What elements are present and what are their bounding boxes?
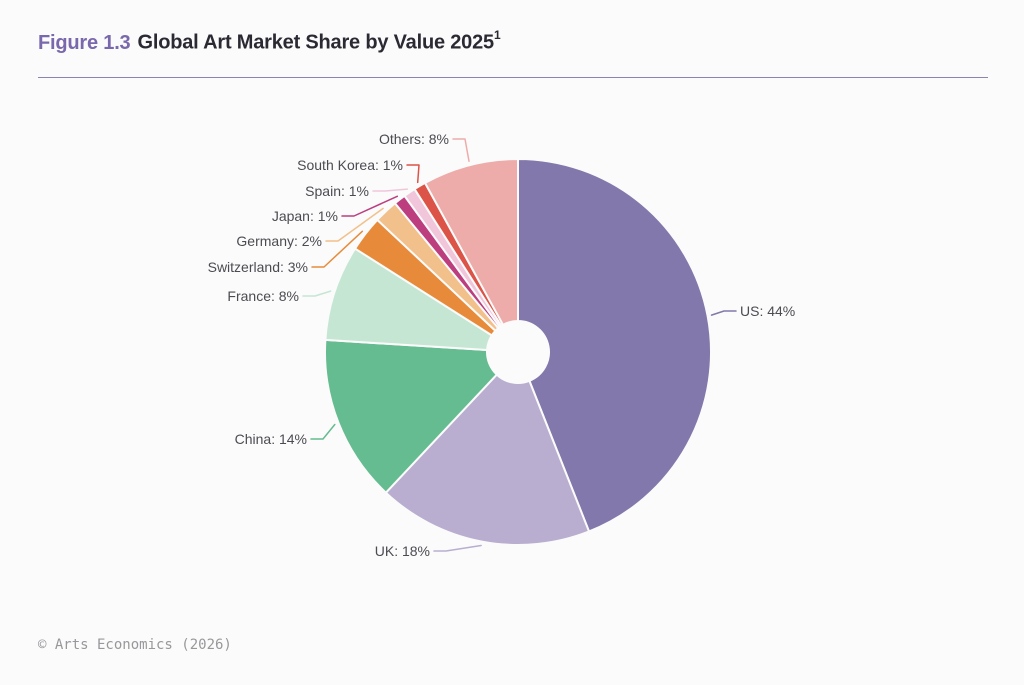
figure-title: Figure 1.3 Global Art Market Share by Val… <box>38 28 988 55</box>
leader-line-france <box>302 290 332 297</box>
figure-title-text: Global Art Market Share by Value 2025 <box>137 31 494 54</box>
slice-label-japan: Japan: 1% <box>272 208 338 224</box>
pie-slice-france <box>324 247 493 352</box>
slice-label-us: US: 44% <box>740 303 795 319</box>
pie-slice-china <box>324 338 498 494</box>
leader-line-us <box>710 310 737 316</box>
leader-line-spain <box>372 188 409 192</box>
leader-line-others <box>452 138 470 162</box>
slice-label-switzerland: Switzerland: 3% <box>208 259 308 275</box>
slice-label-uk: UK: 18% <box>375 543 430 559</box>
slice-label-others: Others: 8% <box>379 131 449 147</box>
figure-footer: © Arts Economics (2026) <box>38 637 232 653</box>
pie-slice-us <box>517 158 712 533</box>
pie-slice-uk <box>384 373 591 546</box>
slice-label-china: China: 14% <box>235 431 307 447</box>
leader-line-japan <box>341 195 399 217</box>
slice-label-spain: Spain: 1% <box>305 183 369 199</box>
leader-line-south-korea <box>406 164 420 184</box>
leader-line-switzerland <box>311 230 364 268</box>
leader-line-uk <box>433 544 482 552</box>
slice-label-germany: Germany: 2% <box>236 233 322 249</box>
leader-line-germany <box>325 207 384 242</box>
figure-footnote-marker: 1 <box>493 28 501 42</box>
leader-line-china <box>310 423 336 440</box>
copyright-text: © Arts Economics (2026) <box>38 637 232 653</box>
figure-number: Figure 1.3 <box>38 31 131 54</box>
pie-slice-others <box>424 158 519 326</box>
figure-header: Figure 1.3 Global Art Market Share by Val… <box>38 28 988 55</box>
title-divider <box>38 77 988 78</box>
slice-label-south-korea: South Korea: 1% <box>297 157 403 173</box>
slice-label-france: France: 8% <box>227 288 299 304</box>
